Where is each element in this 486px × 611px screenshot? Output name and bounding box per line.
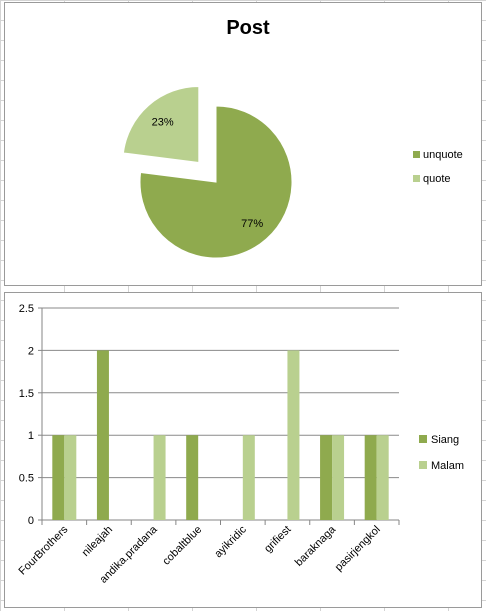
y-tick-label: 1	[28, 430, 34, 442]
y-tick-label: 0	[28, 515, 34, 527]
x-tick-label: ayikridic	[212, 523, 249, 560]
bar-malam	[153, 435, 166, 520]
pie-slice-unquote	[139, 105, 293, 259]
bar-siang	[186, 435, 199, 520]
x-tick-label: cobaltblue	[160, 524, 204, 568]
x-tick-label: baraknaga	[293, 523, 339, 569]
bar-malam	[242, 435, 255, 520]
bar-malam	[332, 435, 345, 520]
y-tick-label: 0.5	[19, 473, 34, 485]
legend-swatch-unquote	[413, 151, 420, 158]
bar-malam	[287, 350, 300, 520]
legend-swatch-malam	[419, 461, 427, 469]
pie-chart: Post 77% 23% unquote quote	[122, 17, 463, 259]
x-tick-label: grifiest	[262, 524, 293, 555]
y-tick-label: 1.5	[19, 388, 34, 400]
legend-label-unquote: unquote	[423, 149, 463, 161]
bar-siang	[96, 350, 109, 520]
legend-label-quote: quote	[423, 173, 451, 185]
y-tick-label: 2	[28, 345, 34, 357]
bar-malam	[64, 435, 77, 520]
x-tick-label: pasirjengkol	[333, 524, 383, 574]
legend-label-siang: Siang	[431, 434, 459, 446]
bar-siang	[364, 435, 377, 520]
pie-chart-title: Post	[226, 17, 270, 39]
bar-malam	[376, 435, 389, 520]
legend-swatch-quote	[413, 175, 420, 182]
x-tick-label: nileajah	[80, 524, 115, 559]
y-tick-label: 2.5	[19, 303, 34, 315]
legend-label-malam: Malam	[431, 460, 464, 472]
bar-chart-container[interactable]: 0 0.5 1 1.5 2 2.5 FourBrothers nileajah andika.p…	[4, 292, 482, 608]
legend-swatch-siang	[419, 435, 427, 443]
pie-chart-container[interactable]: Post 77% 23% unquote quote	[4, 2, 482, 286]
bar-siang	[320, 435, 333, 520]
pie-data-label: 23%	[152, 116, 174, 128]
pie-data-label: 77%	[241, 218, 263, 230]
x-tick-label: FourBrothers	[17, 523, 71, 577]
pie-slice-quote	[122, 85, 200, 164]
bar-siang	[52, 435, 65, 520]
